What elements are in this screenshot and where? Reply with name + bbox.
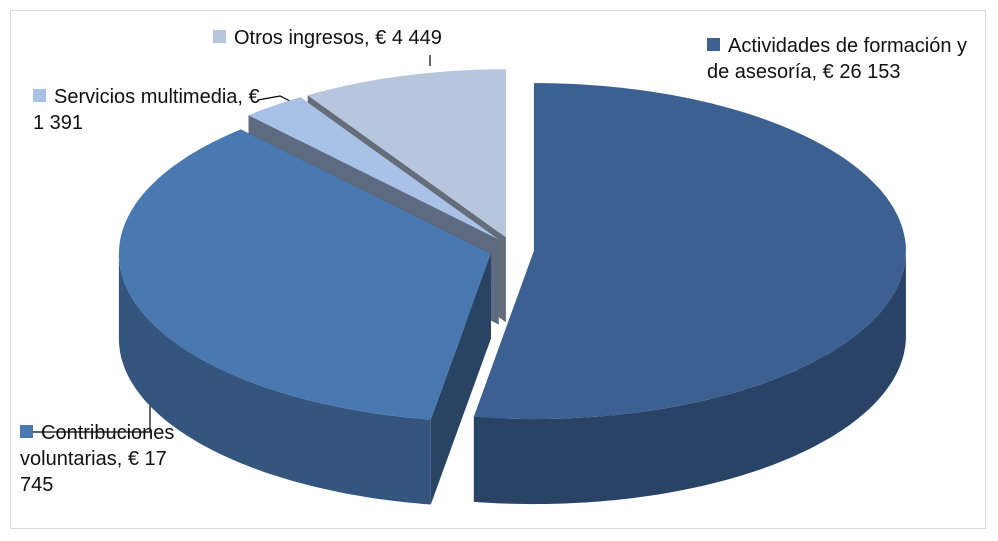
legend-key bbox=[213, 30, 226, 43]
category-label: Servicios multimedia, bbox=[54, 86, 243, 108]
data-label: Otros ingresos, € 4 449 bbox=[213, 25, 513, 51]
legend-key bbox=[20, 425, 33, 438]
value-label: € 17 745 bbox=[20, 448, 167, 496]
slice bbox=[248, 97, 499, 240]
slice-wall bbox=[118, 253, 431, 505]
data-label: Actividades de formación y de asesoría, … bbox=[707, 33, 967, 85]
category-label: Actividades de formación y de asesoría, bbox=[707, 35, 968, 83]
legend-key bbox=[707, 38, 720, 51]
data-label: Contribuciones voluntarias, € 17 745 bbox=[20, 420, 190, 498]
slice-wall bbox=[473, 251, 906, 505]
value-label: € 4 449 bbox=[375, 27, 442, 49]
value-label: € 26 153 bbox=[822, 61, 901, 83]
category-label: Otros ingresos, bbox=[234, 27, 370, 49]
legend-key bbox=[33, 89, 46, 102]
slice bbox=[473, 83, 906, 420]
chart-frame bbox=[10, 10, 986, 529]
category-label: Contribuciones voluntarias, bbox=[20, 422, 175, 470]
value-label: € 1 391 bbox=[33, 86, 260, 134]
data-label: Servicios multimedia, € 1 391 bbox=[33, 84, 263, 136]
slice bbox=[307, 69, 506, 238]
slice bbox=[118, 129, 491, 420]
